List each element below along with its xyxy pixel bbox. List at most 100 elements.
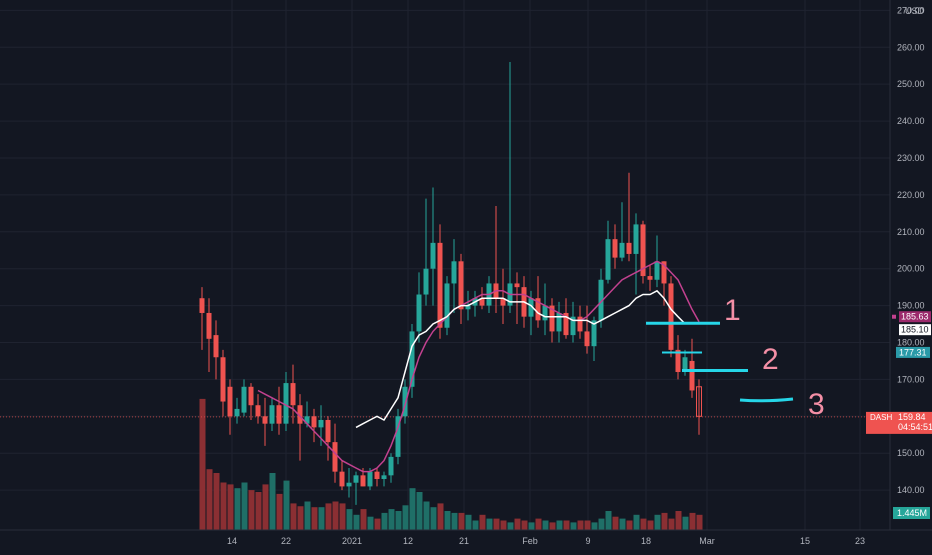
volume-bar xyxy=(626,520,633,530)
candle-body xyxy=(220,357,226,402)
candle-body xyxy=(689,360,695,391)
candle-body xyxy=(640,224,646,277)
volume-bar xyxy=(577,520,584,530)
volume-bar xyxy=(276,493,283,530)
volume-bar xyxy=(339,503,346,530)
candle-body xyxy=(675,349,681,373)
volume-bar xyxy=(234,488,241,530)
volume-bar xyxy=(472,520,479,530)
candle-body xyxy=(255,405,261,417)
handwritten-mark-2: 2 xyxy=(762,343,779,376)
volume-bar xyxy=(675,511,682,530)
candle-body xyxy=(346,482,352,487)
volume-bar xyxy=(619,518,626,530)
candle-body xyxy=(290,383,296,406)
x-tick-label: 2021 xyxy=(342,536,362,546)
candle-body xyxy=(682,357,688,373)
ma-fast-value: 185.10 xyxy=(901,325,929,335)
volume-bar xyxy=(423,501,430,530)
ma-slow-badge: 185.63 xyxy=(892,311,931,323)
volume-bar xyxy=(689,512,696,530)
y-tick-label: 220.00 xyxy=(897,190,925,200)
volume-bar xyxy=(612,516,619,530)
candle-body xyxy=(276,405,282,424)
candle-body xyxy=(612,239,618,258)
volume-bar xyxy=(283,480,290,530)
volume-bar xyxy=(367,516,374,530)
volume-bar xyxy=(206,469,213,530)
candle-body xyxy=(213,335,219,358)
y-tick-label: 240.00 xyxy=(897,116,925,126)
y-tick-label: 260.00 xyxy=(897,42,925,52)
time-axis-ticks[interactable]: 14 22 2021 12 21 Feb 9 18 Mar 15 23 xyxy=(227,536,865,546)
level-4-stroke xyxy=(739,397,794,403)
candle-body xyxy=(444,283,450,328)
candle-body xyxy=(402,386,408,417)
volume-bar xyxy=(591,522,598,530)
candle-body xyxy=(647,276,653,280)
volume-bar xyxy=(255,492,262,530)
volume-bar xyxy=(388,509,395,530)
ma-fast-badge: 185.10 xyxy=(899,324,931,336)
volume-bar xyxy=(486,518,493,530)
candle-body xyxy=(318,419,324,428)
volume-value: 1.445M xyxy=(897,508,927,518)
candle-body xyxy=(227,386,233,417)
x-tick-label: 18 xyxy=(641,536,651,546)
x-tick-label: 14 xyxy=(227,536,237,546)
volume-bar xyxy=(318,507,325,530)
candle-body xyxy=(360,475,366,487)
volume-bar xyxy=(647,520,654,530)
candle-body xyxy=(633,224,639,254)
candle-body xyxy=(409,331,415,387)
y-tick-label: 250.00 xyxy=(897,79,925,89)
volume-bar xyxy=(682,516,689,530)
x-tick-label: 22 xyxy=(281,536,291,546)
volume-bar xyxy=(227,484,234,530)
candles xyxy=(199,62,702,505)
price-axis[interactable] xyxy=(890,0,932,550)
volume-bar xyxy=(570,522,577,530)
candle-body xyxy=(626,242,632,254)
candle-body xyxy=(395,416,401,457)
volume-bar xyxy=(542,520,549,530)
candle-body xyxy=(570,316,576,336)
candle-body xyxy=(535,298,541,321)
volume-bar xyxy=(507,522,514,530)
annotations: 1 2 3 xyxy=(646,294,825,421)
candle-body xyxy=(325,419,331,443)
candle-body xyxy=(367,471,373,487)
candle-body xyxy=(381,475,387,480)
volume-bar xyxy=(353,514,360,530)
candle-body xyxy=(598,279,604,321)
candle-body xyxy=(206,312,212,339)
volume-bar xyxy=(290,503,297,530)
y-tick-label: 270.00 xyxy=(897,5,925,15)
volume-bar xyxy=(262,484,269,530)
volume-bar xyxy=(605,511,612,530)
volume-bar xyxy=(346,509,353,530)
x-tick-label: Feb xyxy=(522,536,538,546)
currency-label: USD xyxy=(905,6,925,16)
candle-body xyxy=(514,283,520,288)
level-2-value: 177.31 xyxy=(899,347,927,357)
candle-body xyxy=(353,475,359,483)
volume-bar xyxy=(521,520,528,530)
volume-bar xyxy=(409,488,416,530)
ma-slow-line xyxy=(257,260,700,473)
grid xyxy=(0,0,890,530)
volume-bar xyxy=(430,507,437,530)
y-tick-label: 170.00 xyxy=(897,374,925,384)
volume-bar xyxy=(220,482,227,530)
candle-body xyxy=(563,312,569,336)
candle-body xyxy=(619,242,625,258)
candle-body xyxy=(654,261,660,280)
candle-body xyxy=(388,456,394,476)
y-tick-label: 140.00 xyxy=(897,485,925,495)
volume-bar xyxy=(500,520,507,530)
candle-body xyxy=(437,242,443,328)
candle-body xyxy=(332,442,338,472)
y-tick-label: 150.00 xyxy=(897,448,925,458)
